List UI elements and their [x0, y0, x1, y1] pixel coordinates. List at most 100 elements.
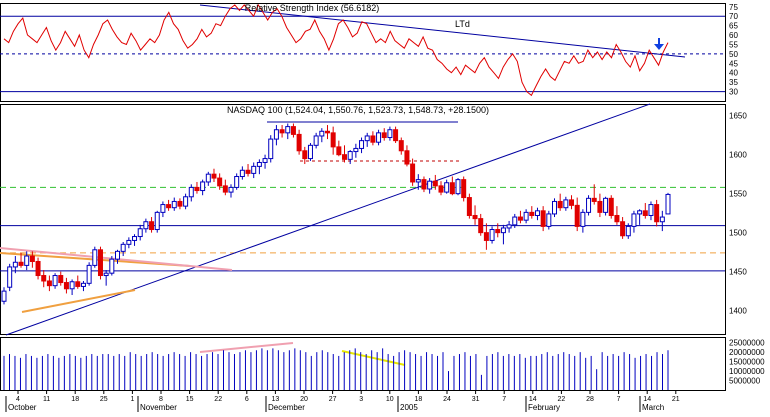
candle-body: [12, 261, 18, 268]
candle-body: [659, 216, 665, 223]
candle-body: [495, 229, 501, 234]
candle-body: [46, 280, 52, 287]
candle-body: [217, 177, 223, 187]
date-tick-label: 14: [643, 396, 651, 403]
candle-body: [455, 179, 461, 195]
candle-body: [370, 135, 376, 143]
price-tick-label: 1500: [729, 229, 747, 238]
candle-body: [359, 140, 365, 149]
candle-body: [126, 239, 132, 245]
candle-body: [103, 272, 109, 277]
candle-body: [268, 138, 274, 160]
rsi-tick-label: 45: [729, 59, 738, 68]
candle-body: [534, 210, 540, 216]
candle-body: [398, 140, 404, 152]
candle-body: [512, 216, 518, 226]
candle-body: [58, 275, 64, 284]
candle-body: [500, 227, 506, 234]
uptrend-line: [5, 103, 651, 336]
date-tick-label: 3: [359, 396, 363, 403]
candle-body: [523, 211, 529, 221]
date-tick-label: 13: [272, 396, 280, 403]
signal-arrow-icon: [654, 38, 664, 50]
candle-body: [597, 200, 603, 213]
date-tick-label: 7: [502, 396, 506, 403]
candle-body: [7, 266, 13, 288]
candle-body: [654, 204, 660, 223]
volume-yellow-line: [341, 350, 406, 366]
candle-body: [183, 196, 189, 207]
candle-body: [625, 225, 631, 237]
candle-body: [648, 204, 654, 216]
candle-body: [86, 264, 92, 284]
candle-body: [80, 282, 86, 287]
date-tick-label: 11: [43, 396, 50, 403]
candle-body: [353, 147, 359, 153]
volume-layer: [3, 348, 669, 390]
date-tick-label: 22: [558, 396, 566, 403]
candle-body: [489, 229, 495, 241]
candle-body: [529, 211, 535, 216]
candle-body: [285, 126, 291, 134]
date-tick-label: 6: [245, 396, 249, 403]
price-tick-label: 1450: [729, 268, 747, 277]
month-label: November: [140, 403, 177, 412]
candle-body: [478, 218, 484, 234]
candle-body: [472, 214, 478, 220]
month-label: December: [268, 403, 305, 412]
rsi-tick-label: 40: [729, 69, 738, 78]
candle-body: [63, 282, 69, 290]
date-tick-label: 14: [529, 396, 537, 403]
candle-body: [432, 180, 438, 187]
candle-body: [24, 255, 30, 266]
candle-body: [41, 275, 47, 282]
candle-body: [665, 193, 671, 215]
candle-body: [342, 154, 348, 160]
candle-body: [239, 169, 245, 178]
candle-body: [52, 275, 58, 287]
candle-body: [154, 211, 160, 231]
price-tick-label: 1400: [729, 307, 747, 316]
candle-body: [302, 150, 308, 160]
date-tick-label: 10: [386, 396, 394, 403]
candle-body: [120, 243, 126, 252]
rsi-tick-label: 65: [729, 22, 738, 31]
candle-body: [166, 204, 172, 209]
date-tick-label: 18: [415, 396, 423, 403]
candle-body: [540, 210, 546, 227]
rsi-downtrend-line: [199, 4, 686, 58]
date-tick-label: 25: [100, 396, 108, 403]
candle-body: [444, 182, 450, 193]
candle-body: [171, 200, 177, 209]
candle-body: [336, 146, 342, 156]
price-panel-frame: [0, 104, 726, 335]
candle-body: [18, 261, 24, 266]
candle-body: [251, 165, 257, 174]
rsi-tick-label: 30: [729, 88, 738, 97]
candle-body: [143, 221, 149, 230]
candle-body: [506, 224, 512, 229]
candle-body: [483, 232, 489, 241]
candle-body: [160, 204, 166, 213]
candles-layer: [1, 123, 671, 305]
rsi-panel-frame: [0, 3, 726, 102]
candle-body: [234, 176, 240, 188]
rsi-tick-label: 35: [729, 78, 738, 87]
candle-body: [461, 179, 467, 199]
month-label: February: [528, 403, 560, 412]
date-tick-label: 28: [586, 396, 594, 403]
candle-body: [177, 200, 183, 207]
date-tick-label: 7: [617, 396, 621, 403]
candle-body: [149, 221, 155, 231]
candle-body: [132, 236, 138, 241]
candle-body: [517, 216, 523, 221]
candle-body: [245, 169, 251, 174]
price-tick-label: 1550: [729, 190, 747, 199]
month-label: March: [642, 403, 664, 412]
candle-body: [205, 173, 211, 183]
candle-body: [546, 213, 552, 227]
date-tick-label: 20: [300, 396, 308, 403]
candle-body: [319, 130, 325, 137]
candle-body: [313, 135, 319, 146]
